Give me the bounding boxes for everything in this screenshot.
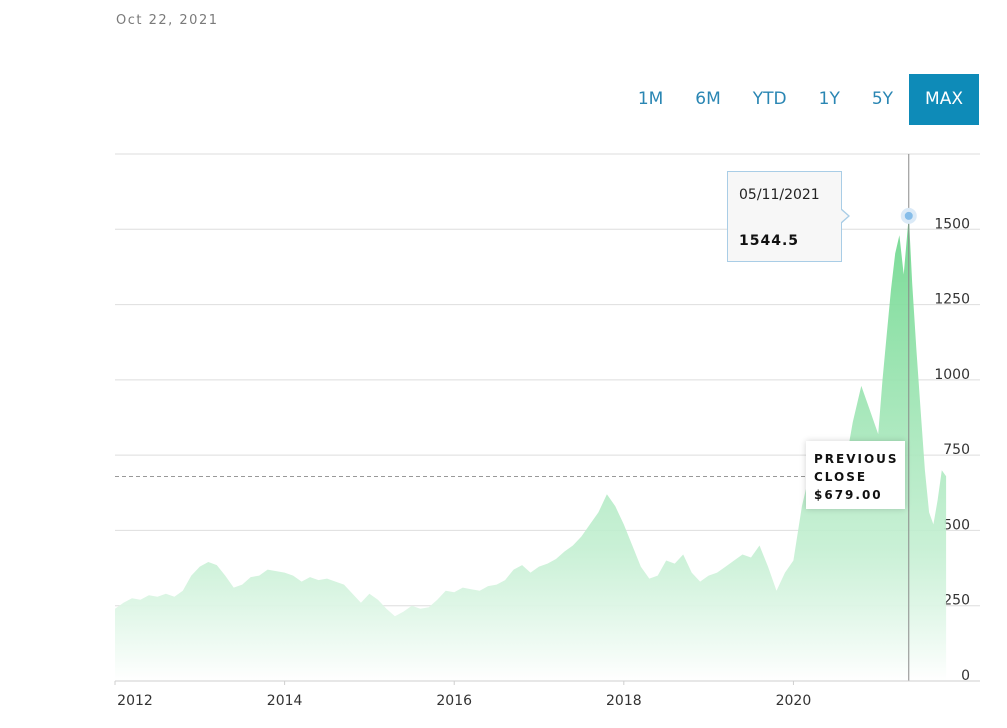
price-area-series [115,215,947,681]
y-tick-label: 1500 [934,216,970,232]
y-tick-label: 1250 [934,292,970,308]
hover-tooltip: 05/11/2021 1544.5 [727,171,850,262]
previous-close-line2: CLOSE [814,470,868,484]
previous-close-label: PREVIOUS CLOSE $679.00 [806,441,905,509]
x-tick-label: 2012 [117,693,153,709]
x-tick-label: 2018 [606,693,642,709]
previous-close-value: $679.00 [814,488,883,502]
peak-marker[interactable] [900,207,917,224]
y-tick-label: 250 [943,593,970,609]
y-tick-label: 0 [961,668,970,684]
range-ytd-button[interactable]: YTD [752,89,787,109]
y-tick-label: 500 [943,517,970,533]
range-selector: 1M 6M YTD 1Y 5Y MAX [590,74,979,125]
tooltip-date: 05/11/2021 [739,187,820,203]
tooltip-arrow-inner [840,209,848,223]
y-axis: 0 250 500 750 1000 1250 1500 [934,216,970,684]
x-tick-label: 2014 [267,693,303,709]
y-tick-label: 1000 [934,367,970,383]
x-tick-label: 2016 [436,693,472,709]
previous-close-line1: PREVIOUS [814,452,899,466]
y-tick-label: 750 [943,442,970,458]
range-1y-button[interactable]: 1Y [818,89,840,109]
range-5y-button[interactable]: 5Y [871,89,894,109]
x-tick-label: 2020 [776,693,812,709]
x-axis: 2012 2014 2016 2018 2020 [114,681,812,709]
range-6m-button[interactable]: 6M [695,89,721,109]
chart-date: Oct 22, 2021 [116,13,219,28]
tooltip-value: 1544.5 [739,233,800,249]
range-1m-button[interactable]: 1M [637,89,664,109]
range-max-button[interactable]: MAX [909,74,979,125]
